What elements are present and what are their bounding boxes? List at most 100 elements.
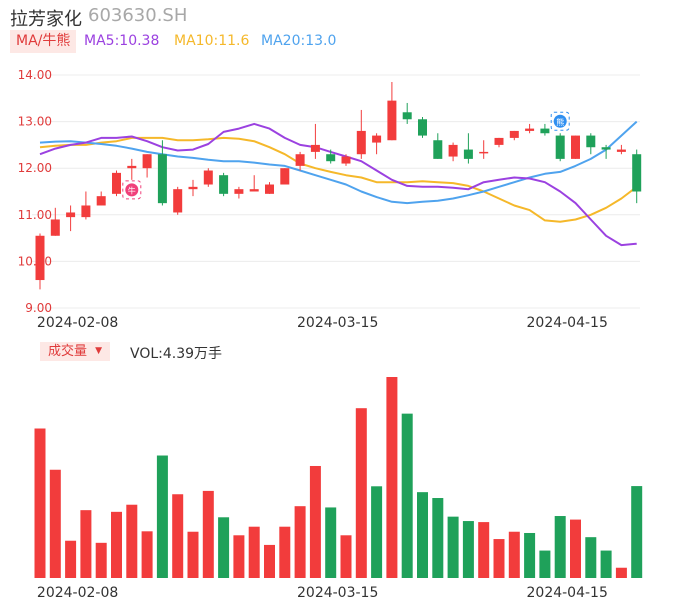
volume-bar (355, 408, 367, 578)
volume-bar (248, 526, 260, 578)
candlestick (586, 133, 596, 155)
candle-body (555, 135, 565, 159)
candlestick (112, 170, 121, 197)
price-tick-label: 13.00 (18, 115, 52, 129)
volume-bar (570, 519, 581, 578)
date-tick-label: 2024-02-08 (37, 315, 118, 331)
candlestick (35, 233, 45, 290)
candlestick (96, 191, 106, 206)
volume-bar (309, 465, 321, 578)
moving-average-lines (39, 120, 638, 247)
candlestick (479, 140, 489, 159)
candle-body (219, 175, 229, 194)
candle-body (540, 128, 550, 134)
candlestick (219, 172, 229, 197)
price-tick-label: 12.00 (18, 161, 52, 175)
volume-bar (187, 531, 199, 578)
candlestick (616, 144, 626, 155)
volume-indicator-selector[interactable]: 成交量 ▼ (40, 342, 111, 361)
candlestick (571, 135, 580, 159)
candle-body (632, 154, 642, 192)
volume-bar (432, 498, 444, 578)
candle-body (265, 184, 274, 194)
candle-body (173, 189, 183, 213)
candlestick (157, 140, 167, 206)
candlestick (632, 149, 642, 204)
ma20-line (39, 120, 638, 205)
date-tick-label: 2024-03-15 (297, 585, 378, 601)
date-tick-label: 2024-04-15 (527, 315, 608, 331)
candlestick (509, 130, 519, 141)
volume-bar (539, 550, 551, 578)
stock-name: 拉芳家化 (10, 9, 82, 30)
bear-signal-icon: 熊 (550, 111, 570, 131)
date-tick-label: 2024-02-08 (37, 585, 118, 601)
candle-body (356, 130, 366, 155)
volume-bar (554, 516, 566, 578)
volume-bar (462, 521, 474, 578)
signal-markers: 牛熊 (122, 111, 570, 200)
volume-bar (65, 540, 77, 578)
volume-bar (447, 516, 459, 578)
candle-body (295, 154, 305, 166)
candle-body (494, 137, 504, 145)
candlestick (372, 133, 382, 155)
candle-body (142, 154, 152, 169)
candle-body (234, 189, 244, 194)
candle-body (112, 172, 121, 194)
candle-body (387, 100, 397, 141)
candle-body (479, 151, 489, 154)
volume-value: VOL:4.39万手 (130, 346, 223, 362)
candlestick (494, 137, 504, 148)
candle-body (418, 119, 427, 136)
candle-body (81, 205, 91, 218)
ma-indicator-selector[interactable]: MA/牛熊 (10, 30, 77, 53)
candlestick (310, 123, 320, 159)
caret-down-icon: ▼ (95, 346, 103, 356)
volume-bar (218, 517, 230, 578)
candle-body (280, 168, 290, 185)
price-tick-label: 10.00 (18, 254, 52, 268)
volume-bar (600, 550, 612, 578)
candlestick (448, 142, 458, 162)
candlestick (418, 116, 427, 138)
candle-body (188, 186, 198, 190)
candlestick (326, 149, 336, 164)
volume-bar (279, 526, 291, 578)
candlestick (387, 81, 397, 141)
volume-date-axis: 2024-02-08 2024-03-15 2024-04-15 (37, 585, 608, 601)
volume-indicator-label: 成交量 (48, 344, 88, 359)
candle-body (66, 212, 76, 218)
volume-bar (49, 469, 61, 578)
candle-body (326, 154, 336, 162)
candlestick (127, 158, 137, 180)
price-tick-label: 9.00 (25, 301, 52, 315)
price-grid (32, 74, 640, 309)
candlestick (81, 191, 91, 220)
volume-bar (233, 535, 245, 578)
signal-frame (550, 111, 570, 131)
candle-body (402, 112, 412, 120)
candlestick (463, 133, 473, 164)
signal-frame (122, 180, 142, 200)
volume-bar (493, 539, 505, 578)
signal-dot (125, 183, 139, 197)
candlestick (280, 168, 290, 185)
candle-body (310, 144, 320, 152)
candle-body (616, 149, 626, 152)
volume-bar (371, 486, 383, 578)
price-date-axis: 2024-02-08 2024-03-15 2024-04-15 (37, 315, 608, 331)
volume-bar (294, 506, 306, 578)
candlestick (66, 205, 76, 232)
volume-bar (156, 455, 168, 578)
candlestick (555, 133, 565, 162)
volume-bar (172, 494, 184, 578)
candlestick (402, 102, 412, 124)
volume-bar (631, 486, 643, 578)
candlestick (173, 186, 183, 215)
candle-body (448, 144, 458, 157)
date-tick-label: 2024-03-15 (297, 315, 378, 331)
ma10-legend: MA10:11.6 (174, 33, 250, 49)
volume-bar (524, 532, 536, 578)
